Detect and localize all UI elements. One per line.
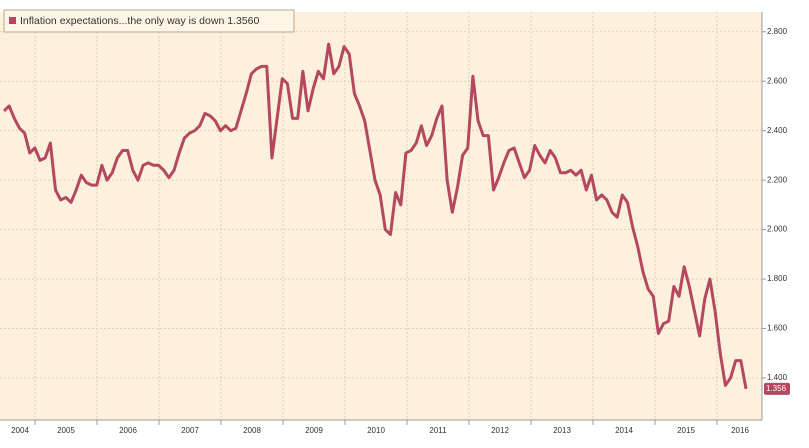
- plot-area: [0, 12, 762, 420]
- x-tick-label: 2012: [491, 426, 509, 435]
- y-tick-label: 2.800: [767, 27, 788, 36]
- x-tick-label: 2010: [367, 426, 385, 435]
- series-line: [2, 42, 748, 390]
- x-tick-label: 2011: [429, 426, 447, 435]
- y-tick-label: 2.200: [767, 175, 788, 184]
- y-tick-label: 2.000: [767, 225, 788, 234]
- last-value-label: 1.356: [766, 384, 787, 393]
- legend-swatch: [9, 17, 16, 24]
- x-tick-label: 2016: [731, 426, 749, 435]
- marks: 1.400 1.600 1.800 2.000 2.200 2.400 2.600 2.800…: [0, 12, 790, 435]
- x-tick-label: 2004: [11, 426, 29, 435]
- y-tick-label: 2.400: [767, 126, 788, 135]
- x-tick-label: 2007: [181, 426, 199, 435]
- x-tick-label: 2005: [57, 426, 75, 435]
- x-tick-label: 2014: [615, 426, 633, 435]
- last-value-box: [764, 382, 790, 395]
- y-tick-label: 2.600: [767, 76, 788, 85]
- y-tick-label: 1.600: [767, 324, 788, 333]
- x-tick-label: 2008: [243, 426, 261, 435]
- legend: [3, 9, 295, 33]
- legend-label: Inflation expectations...the only way is…: [20, 15, 259, 27]
- y-tick-label: 1.400: [767, 373, 788, 382]
- y-tick-label: 1.800: [767, 274, 788, 283]
- x-tick-label: 2013: [553, 426, 571, 435]
- x-tick-label: 2006: [119, 426, 137, 435]
- x-tick-label: 2015: [677, 426, 695, 435]
- x-tick-label: 2009: [305, 426, 323, 435]
